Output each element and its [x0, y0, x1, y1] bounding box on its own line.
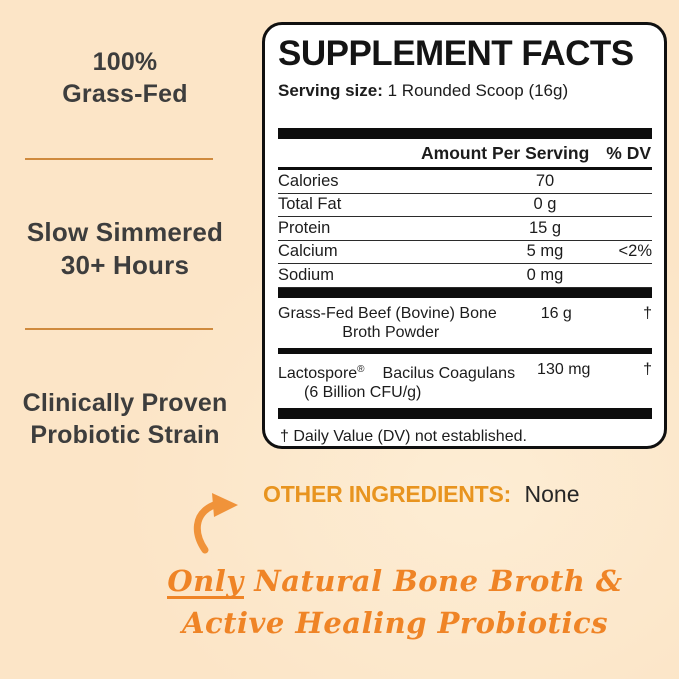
- nutrient-dv: <2%: [618, 242, 652, 261]
- column-header-row: Amount Per Serving % DV: [278, 139, 652, 170]
- tagline-line1: Only Natural Bone Broth &: [135, 560, 655, 602]
- other-ingredients-line: OTHER INGREDIENTS: None: [263, 481, 580, 508]
- tagline-underlined-word: Only: [167, 564, 244, 599]
- other-ingredients-value: None: [524, 481, 580, 507]
- nutrient-amount: 0 mg: [526, 265, 564, 284]
- other-ingredients-label: OTHER INGREDIENTS:: [263, 481, 512, 507]
- claim-grass-fed-line1: 100%: [92, 48, 158, 76]
- panel-title: SUPPLEMENT FACTS: [278, 34, 634, 73]
- divider-line-top: [25, 158, 213, 160]
- nutrient-row-sodium: Sodium 0 mg: [278, 264, 652, 288]
- claim-probiotic-line2: Probiotic Strain: [30, 421, 220, 449]
- percent-dv-header: % DV: [606, 143, 651, 163]
- nutrient-row-calories: Calories 70: [278, 170, 652, 194]
- divider-line-bottom: [25, 328, 213, 330]
- claim-slow-simmered: Slow Simmered 30+ Hours: [0, 216, 250, 282]
- nutrient-amount: 5 mg: [526, 242, 564, 261]
- ingredient-amount: 16 g: [540, 304, 572, 322]
- ingredient-name-line2: (6 Billion CFU/g): [304, 383, 422, 401]
- claim-probiotic-line1: Clinically Proven: [22, 389, 228, 417]
- tagline: Only Natural Bone Broth & Active Healing…: [135, 560, 655, 644]
- nutrient-amount: 70: [535, 171, 555, 190]
- thick-separator-bar: [278, 407, 652, 419]
- ingredient-name: Lactospore® Bacilus Coagulans (6 Billion …: [278, 360, 515, 402]
- nutrient-name: Calories: [278, 171, 339, 190]
- nutrient-name: Calcium: [278, 242, 338, 261]
- ingredient-brand: Lactospore: [278, 364, 358, 382]
- nutrient-row-total-fat: Total Fat 0 g: [278, 194, 652, 217]
- ingredient-dagger: †: [643, 304, 652, 322]
- thick-separator-bar: [278, 287, 652, 298]
- claim-grass-fed: 100% Grass-Fed: [0, 46, 250, 110]
- claim-probiotic: Clinically Proven Probiotic Strain: [0, 387, 250, 451]
- claim-slow-simmered-line1: Slow Simmered: [26, 217, 224, 247]
- ingredient-name-line1: Grass-Fed Beef (Bovine) Bone: [278, 304, 497, 322]
- serving-size-line: Serving size: 1 Rounded Scoop (16g): [278, 81, 652, 101]
- tagline-line1-rest: Natural Bone Broth &: [254, 564, 623, 598]
- thin-separator-bar: [278, 347, 652, 354]
- ingredient-name-line1: Lactospore® Bacilus Coagulans: [278, 360, 515, 383]
- ingredient-strain: Bacilus Coagulans: [382, 364, 516, 382]
- ingredient-amount: 130 mg: [537, 360, 591, 378]
- nutrient-name: Sodium: [278, 265, 334, 284]
- nutrient-name: Total Fat: [278, 195, 342, 214]
- ingredient-name-line2: Broth Powder: [342, 323, 440, 341]
- curved-arrow-icon: [192, 492, 248, 554]
- claim-grass-fed-line2: Grass-Fed: [62, 80, 188, 108]
- supplement-facts-panel: SUPPLEMENT FACTS Serving size: 1 Rounded…: [262, 22, 667, 449]
- tagline-line2: Active Healing Probiotics: [181, 606, 609, 640]
- nutrient-amount: 15 g: [528, 218, 562, 237]
- ingredient-row-bone-broth: Grass-Fed Beef (Bovine) Bone Broth Powde…: [278, 298, 652, 348]
- thick-separator-bar: [278, 128, 652, 139]
- ingredient-name: Grass-Fed Beef (Bovine) Bone Broth Powde…: [278, 304, 503, 342]
- registered-trademark-symbol: ®: [357, 363, 365, 375]
- daily-value-footnote: † Daily Value (DV) not established.: [280, 427, 527, 445]
- ingredient-row-lactospore: Lactospore® Bacilus Coagulans (6 Billion …: [278, 354, 652, 408]
- nutrient-amount: 0 g: [533, 195, 557, 214]
- serving-size-value: 1 Rounded Scoop (16g): [387, 81, 569, 100]
- serving-size-label: Serving size:: [278, 81, 383, 100]
- nutrient-row-calcium: Calcium 5 mg <2%: [278, 241, 652, 264]
- claim-slow-simmered-line2: 30+ Hours: [60, 250, 190, 280]
- ingredient-dagger: †: [643, 360, 652, 378]
- amount-per-serving-header: Amount Per Serving: [421, 143, 590, 163]
- nutrient-row-protein: Protein 15 g: [278, 217, 652, 241]
- nutrient-name: Protein: [278, 218, 331, 237]
